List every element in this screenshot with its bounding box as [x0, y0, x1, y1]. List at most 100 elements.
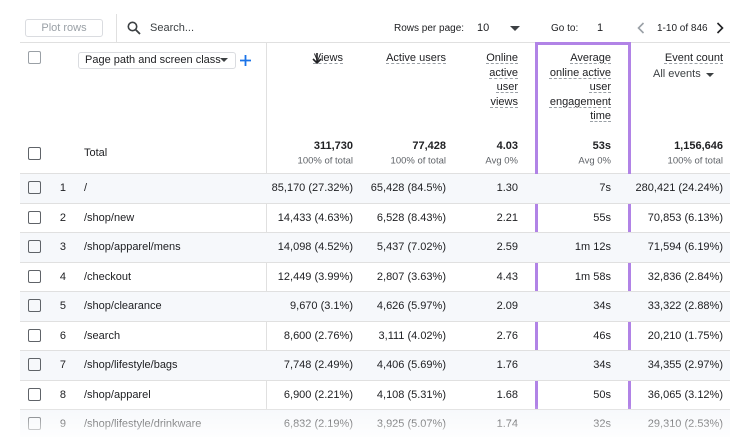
plot-rows-button[interactable]: Plot rows [25, 19, 103, 37]
row-value: 50s [593, 388, 611, 401]
row-value: 14,098 (4.52%) [277, 241, 353, 253]
total-note: Avg 0% [578, 155, 611, 167]
row-checkbox[interactable] [28, 358, 41, 371]
column-header[interactable]: Event count [643, 51, 723, 66]
row-value: 6,528 (8.43%) [376, 211, 446, 224]
select-all-checkbox[interactable] [28, 51, 41, 64]
row-checkbox[interactable] [28, 269, 41, 283]
row-path[interactable]: /shop/clearance [84, 300, 162, 312]
toolbar-border [20, 42, 730, 43]
row-value: 14,433 (4.63%) [277, 211, 353, 224]
row-value: 2.09 [496, 300, 518, 312]
row-value: 8,600 (2.76%) [283, 329, 353, 342]
row-path[interactable]: /shop/apparel [84, 388, 151, 401]
row-value: 7,748 (2.49%) [283, 359, 353, 371]
total-note: 100% of total [667, 155, 723, 167]
row-value: 2.76 [496, 329, 518, 342]
column-header[interactable]: Active users [376, 51, 446, 66]
row-value: 70,853 (6.13%) [647, 211, 723, 224]
row-value: 12,449 (3.99%) [277, 270, 353, 283]
row-value: 280,421 (24.24%) [635, 182, 723, 194]
dimension-label: Page path and screen class [85, 54, 221, 66]
row-value: 32,836 (2.84%) [647, 270, 723, 283]
row-value: 65,428 (84.5%) [370, 182, 446, 194]
row-index: 2 [59, 211, 66, 224]
row-shade [20, 291, 730, 321]
column-header-label: Event count [664, 52, 723, 64]
row-path[interactable]: / [84, 182, 88, 194]
totals-label: Total [84, 147, 108, 159]
row-checkbox[interactable] [28, 210, 41, 224]
fade-overlay [0, 405, 750, 437]
total-note: 100% of total [297, 155, 353, 167]
row-path[interactable]: /checkout [84, 270, 132, 283]
row-value: 33,322 (2.88%) [647, 300, 723, 312]
row-index: 1 [59, 182, 66, 194]
search-input[interactable]: Search... [150, 22, 195, 34]
row-value: 1m 12s [574, 241, 611, 253]
row-checkbox[interactable] [28, 328, 41, 342]
row-value: 55s [593, 211, 611, 224]
row-shade [20, 350, 730, 380]
dimension-select[interactable]: Page path and screen class [78, 52, 236, 69]
column-header-label: Online active user views [486, 52, 518, 108]
row-index: 4 [59, 270, 66, 283]
total-value: 1,156,646 [674, 140, 723, 152]
row-value: 2.21 [496, 211, 518, 224]
total-note: Avg 0% [485, 155, 518, 167]
column-header-label: Active users [386, 52, 446, 64]
row-checkbox[interactable] [28, 181, 41, 194]
metric-select[interactable]: All events [653, 68, 701, 80]
row-value: 5,437 (7.02%) [376, 241, 446, 253]
row-border [20, 379, 730, 381]
row-value: 71,594 (6.19%) [647, 241, 723, 253]
row-path[interactable]: /shop/lifestyle/bags [84, 359, 178, 371]
rows-per-page-select[interactable]: 10 [477, 22, 490, 34]
row-value: 4,108 (5.31%) [376, 388, 446, 401]
total-value: 4.03 [496, 140, 518, 152]
row-value: 4.43 [496, 270, 518, 283]
row-value: 1.68 [496, 388, 518, 401]
row-value: 2.59 [496, 241, 518, 253]
goto-label: Go to: [551, 23, 579, 34]
row-value: 9,670 (3.1%) [290, 300, 353, 312]
row-path[interactable]: /shop/apparel/mens [84, 241, 181, 253]
row-border [20, 261, 730, 263]
page-range: 1-10 of 846 [657, 23, 708, 34]
column-header-label: Average online active user engagement ti… [549, 52, 611, 122]
column-header[interactable]: Average online active user engagement ti… [541, 51, 611, 124]
row-value: 4,626 (5.97%) [376, 300, 446, 312]
dropdown-icon [510, 26, 520, 31]
column-header[interactable]: Online active user views [478, 51, 518, 109]
add-dimension[interactable] [240, 55, 251, 66]
row-index: 7 [59, 359, 66, 371]
row-value: 20,210 (1.75%) [647, 329, 723, 342]
row-value: 46s [593, 329, 611, 342]
row-index: 8 [59, 388, 66, 401]
row-value: 36,065 (3.12%) [647, 388, 723, 401]
column-header[interactable]: Views [303, 51, 343, 66]
total-value: 77,428 [412, 140, 446, 152]
row-index: 6 [59, 329, 66, 342]
row-path[interactable]: /search [84, 329, 121, 342]
prev-page[interactable] [637, 22, 645, 34]
row-border [20, 320, 730, 322]
row-checkbox[interactable] [28, 240, 41, 253]
goto-input[interactable]: 1 [597, 22, 604, 34]
row-shade [20, 173, 730, 203]
next-page[interactable] [716, 22, 724, 34]
total-value: 311,730 [313, 140, 353, 152]
row-checkbox[interactable] [28, 147, 41, 160]
row-index: 5 [59, 300, 66, 312]
row-checkbox[interactable] [28, 299, 41, 312]
dropdown-icon [220, 58, 228, 62]
search-icon [127, 21, 141, 35]
row-index: 3 [59, 241, 66, 253]
column-header-label: Views [313, 52, 343, 64]
row-checkbox[interactable] [28, 387, 41, 401]
row-value: 3,111 (4.02%) [378, 329, 446, 342]
row-value: 34,355 (2.97%) [647, 359, 723, 371]
row-value: 6,900 (2.21%) [283, 388, 353, 401]
row-path[interactable]: /shop/new [84, 211, 135, 224]
